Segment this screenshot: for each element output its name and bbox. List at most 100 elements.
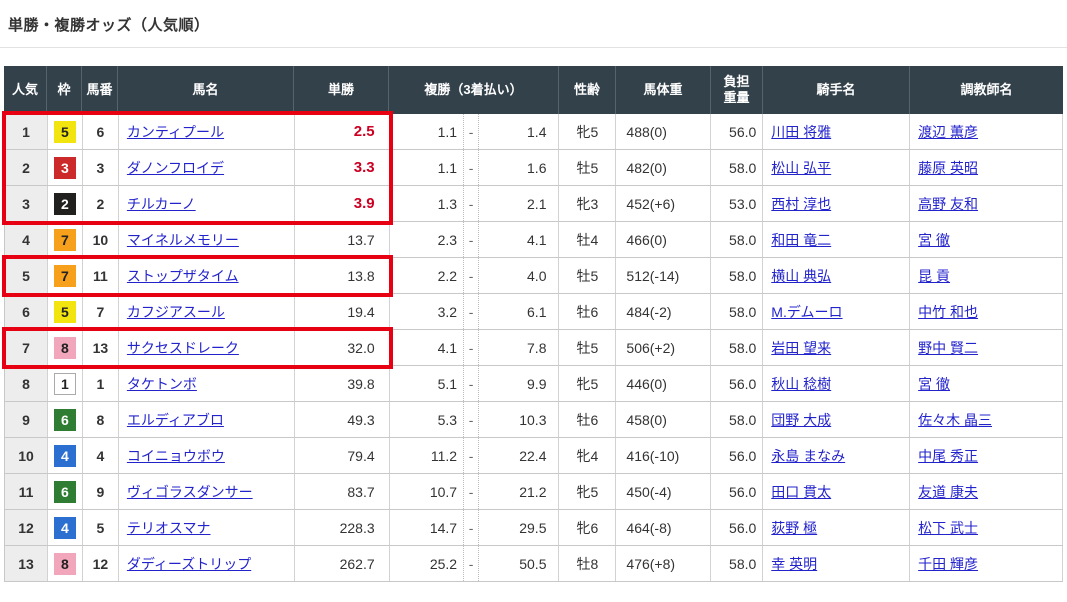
jockey-link[interactable]: 幸 英明 [771,555,818,572]
jockey-link[interactable]: 横山 典弘 [771,267,832,284]
place-odds-cell: 25.2 - 50.5 [390,546,560,581]
place-odds-low: 5.3 [437,411,458,428]
place-odds-cell: 1.3 - 2.1 [390,186,560,221]
frame-cell: 7 [48,258,83,293]
horse-name-cell: ヴィゴラスダンサー [119,474,295,509]
horse-name-link[interactable]: カンティプール [126,123,225,140]
place-odds-high: 2.1 [527,195,547,212]
carried-weight-cell: 58.0 [711,294,764,329]
horse-weight-cell: 484(-2) [616,294,712,329]
jockey-link[interactable]: 西村 淳也 [771,195,832,212]
horse-name-link[interactable]: タケトンボ [126,375,197,392]
trainer-link[interactable]: 佐々木 晶三 [918,411,993,428]
place-odds-cell: 10.7 - 21.2 [390,474,560,509]
trainer-link[interactable]: 野中 賢二 [918,339,979,356]
horse-name-link[interactable]: テリオスマナ [126,519,211,536]
place-odds-high: 1.6 [527,159,547,176]
horse-name-link[interactable]: マイネルメモリー [126,231,239,248]
jockey-cell: 荻野 極 [763,510,911,545]
trainer-link[interactable]: 宮 徹 [918,375,951,392]
rank-cell: 11 [5,474,48,509]
trainer-link[interactable]: 宮 徹 [918,231,951,248]
horse-name-cell: エルディアブロ [119,402,295,437]
jockey-link[interactable]: 荻野 極 [771,519,818,536]
sex-age-cell: 牝5 [559,366,617,401]
frame-badge: 2 [53,192,76,215]
frame-badge: 5 [53,300,76,323]
jockey-cell: 松山 弘平 [763,150,911,185]
horse-name-link[interactable]: ダノンフロイデ [126,159,225,176]
frame-cell: 3 [48,150,83,185]
jockey-link[interactable]: 田口 貫太 [771,483,832,500]
frame-badge: 8 [53,552,76,575]
place-odds-low: 4.1 [437,339,458,356]
table-header-row: 人気 枠 馬番 馬名 単勝 複勝（3着払い） 性齢 馬体重 負担重量 騎手名 調… [4,66,1063,114]
trainer-cell: 松下 武士 [910,510,1063,545]
horse-name-link[interactable]: カフジアスール [126,303,225,320]
frame-badge: 8 [53,336,76,359]
place-odds-dash: - [463,474,480,509]
sex-age-cell: 牡6 [559,294,617,329]
trainer-link[interactable]: 渡辺 薫彦 [918,123,979,140]
carried-weight-cell: 53.0 [711,186,764,221]
jockey-link[interactable]: 和田 竜二 [771,231,832,248]
win-odds-cell: 13.7 [295,222,390,257]
place-odds-dash: - [463,114,480,149]
win-odds-cell: 228.3 [295,510,390,545]
win-odds-cell: 262.7 [295,546,390,581]
jockey-link[interactable]: 岩田 望来 [771,339,832,356]
win-odds-cell: 19.4 [295,294,390,329]
trainer-link[interactable]: 友道 康夫 [918,483,979,500]
place-odds-dash: - [463,186,480,221]
frame-cell: 6 [48,474,83,509]
horse-weight-cell: 464(-8) [616,510,712,545]
place-odds-high: 29.5 [519,519,547,536]
trainer-link[interactable]: 千田 輝彦 [918,555,979,572]
sex-age-cell: 牡4 [559,222,617,257]
win-odds-cell: 13.8 [295,258,390,293]
header-horse-weight: 馬体重 [616,66,711,114]
table-row: 4 7 10 マイネルメモリー 13.7 2.3 - 4.1 牡4 466(0)… [4,222,1063,258]
jockey-link[interactable]: 団野 大成 [771,411,832,428]
horse-number-cell: 9 [83,474,119,509]
horse-name-link[interactable]: サクセスドレーク [126,339,239,356]
horse-name-link[interactable]: ダディーズトリップ [126,555,252,572]
carried-weight-cell: 58.0 [711,150,764,185]
trainer-link[interactable]: 松下 武士 [918,519,979,536]
horse-name-link[interactable]: ヴィゴラスダンサー [126,483,253,500]
jockey-link[interactable]: 松山 弘平 [771,159,832,176]
carried-weight-cell: 56.0 [711,114,764,149]
win-odds-cell: 49.3 [295,402,390,437]
trainer-link[interactable]: 高野 友和 [918,195,979,212]
place-odds-high: 4.1 [527,231,547,248]
jockey-link[interactable]: 川田 将雅 [771,123,832,140]
trainer-link[interactable]: 中竹 和也 [918,303,979,320]
frame-cell: 1 [48,366,83,401]
trainer-link[interactable]: 中尾 秀正 [918,447,979,464]
place-odds-cell: 2.3 - 4.1 [390,222,560,257]
jockey-link[interactable]: 永島 まなみ [771,447,846,464]
horse-number-cell: 6 [83,114,119,149]
horse-weight-cell: 450(-4) [616,474,712,509]
frame-cell: 5 [48,114,83,149]
horse-name-link[interactable]: エルディアブロ [126,411,224,428]
place-odds-low: 25.2 [429,555,458,572]
sex-age-cell: 牝6 [559,510,617,545]
frame-cell: 4 [48,438,83,473]
carried-weight-cell: 58.0 [711,258,764,293]
jockey-cell: 田口 貫太 [763,474,911,509]
table-row: 3 2 2 チルカーノ 3.9 1.3 - 2.1 牝3 452(+6) 53.… [4,186,1063,222]
horse-weight-cell: 488(0) [616,114,712,149]
table-row: 9 6 8 エルディアブロ 49.3 5.3 - 10.3 牡6 458(0) … [4,402,1063,438]
horse-name-link[interactable]: コイニョウボウ [126,447,225,464]
horse-name-link[interactable]: ストップザタイム [126,267,239,284]
trainer-link[interactable]: 藤原 英昭 [918,159,979,176]
trainer-link[interactable]: 昆 貢 [918,267,951,284]
carried-weight-cell: 58.0 [711,222,764,257]
trainer-cell: 佐々木 晶三 [910,402,1063,437]
carried-weight-cell: 56.0 [711,438,764,473]
jockey-link[interactable]: M.デムーロ [771,303,843,320]
horse-name-link[interactable]: チルカーノ [126,195,196,212]
jockey-link[interactable]: 秋山 稔樹 [771,375,832,392]
place-odds-dash: - [463,258,480,293]
